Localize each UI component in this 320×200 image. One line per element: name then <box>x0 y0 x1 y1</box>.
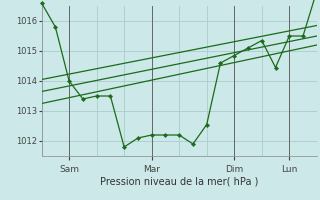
X-axis label: Pression niveau de la mer( hPa ): Pression niveau de la mer( hPa ) <box>100 177 258 187</box>
